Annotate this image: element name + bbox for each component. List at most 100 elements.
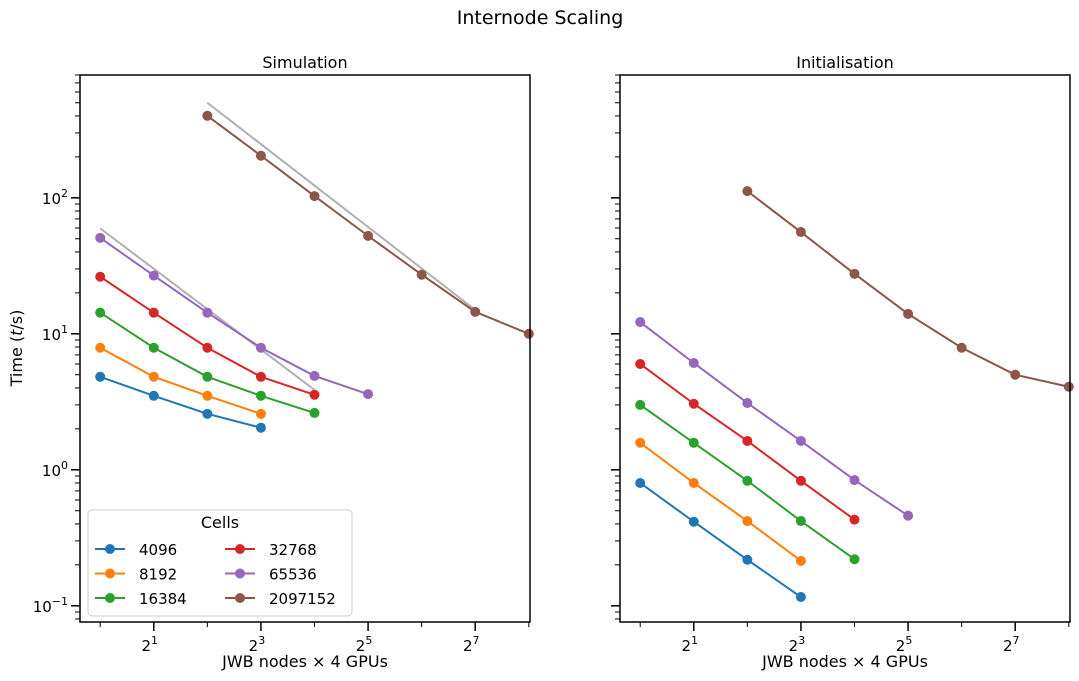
series-line-65536	[99, 236, 369, 396]
data-point-8192	[255, 408, 266, 419]
data-point-8192	[95, 342, 106, 353]
data-point-8192	[795, 555, 806, 566]
data-point-16384	[742, 475, 753, 486]
data-point-32768	[309, 389, 320, 400]
data-point-2097152	[795, 227, 806, 238]
series-line-8192	[639, 441, 802, 562]
data-point-65536	[148, 270, 159, 281]
series-line-2097152	[206, 114, 530, 335]
data-point-2097152	[309, 191, 320, 202]
data-point-2097152	[416, 269, 427, 280]
data-point-32768	[849, 514, 860, 525]
data-point-2097152	[742, 186, 753, 197]
data-point-65536	[688, 357, 699, 368]
data-point-2097152	[470, 306, 481, 317]
data-point-65536	[742, 397, 753, 408]
x-axis-label: JWB nodes × 4 GPUs	[761, 652, 928, 671]
axes-frame	[619, 74, 1071, 623]
data-point-16384	[95, 307, 106, 318]
data-point-2097152	[1010, 369, 1021, 380]
y-axis-label: Time (t/s)	[7, 310, 26, 388]
legend-label-32768: 32768	[269, 541, 317, 559]
data-point-16384	[255, 390, 266, 401]
data-point-65536	[849, 475, 860, 486]
data-point-65536	[255, 342, 266, 353]
data-point-65536	[363, 389, 374, 400]
data-point-4096	[795, 592, 806, 603]
legend-marker-8192	[105, 568, 115, 579]
x-tick-label: 27	[463, 634, 480, 655]
data-point-2097152	[255, 150, 266, 161]
data-point-4096	[635, 477, 646, 488]
data-point-65536	[202, 307, 213, 318]
data-point-16384	[148, 342, 159, 353]
data-point-4096	[202, 408, 213, 419]
legend-title: Cells	[201, 513, 239, 532]
y-tick-label: 102	[42, 187, 68, 208]
data-point-32768	[635, 358, 646, 369]
data-point-2097152	[1063, 381, 1074, 392]
data-point-4096	[148, 390, 159, 401]
x-tick-label: 21	[682, 634, 699, 655]
x-tick-label: 25	[896, 634, 913, 655]
data-point-4096	[255, 422, 266, 433]
x-tick-label: 25	[356, 634, 373, 655]
panel-title: Simulation	[262, 53, 347, 72]
x-tick-label: 21	[142, 634, 159, 655]
data-point-32768	[255, 371, 266, 382]
data-point-16384	[795, 516, 806, 527]
data-point-16384	[202, 371, 213, 382]
legend-label-8192: 8192	[139, 566, 177, 584]
legend-marker-65536	[235, 568, 245, 579]
series-line-4096	[639, 482, 802, 598]
series-line-65536	[639, 321, 909, 517]
y-tick-label: 100	[42, 459, 68, 480]
legend-marker-32768	[235, 544, 245, 554]
x-axis-label: JWB nodes × 4 GPUs	[221, 652, 388, 671]
data-point-65536	[795, 435, 806, 446]
data-point-8192	[688, 477, 699, 488]
legend-label-16384: 16384	[139, 590, 187, 608]
data-point-2097152	[523, 328, 534, 339]
legend-marker-4096	[105, 544, 115, 554]
legend-marker-2097152	[235, 593, 245, 603]
data-point-65536	[903, 510, 914, 521]
data-point-2097152	[903, 308, 914, 319]
data-point-16384	[309, 407, 320, 418]
data-point-32768	[742, 435, 753, 446]
series-line-4096	[99, 375, 262, 429]
data-point-4096	[742, 554, 753, 565]
data-point-2097152	[956, 342, 967, 353]
data-point-32768	[688, 398, 699, 409]
legend-label-65536: 65536	[269, 566, 317, 584]
data-point-65536	[95, 232, 106, 243]
legend: Cells 4096 8192 16384 32768 65536 2097152	[87, 509, 353, 617]
x-tick-label: 27	[1003, 634, 1020, 655]
legend-label-2097152: 2097152	[269, 590, 336, 608]
data-point-2097152	[202, 110, 213, 121]
data-point-32768	[202, 342, 213, 353]
data-point-65536	[635, 317, 646, 328]
data-point-8192	[635, 437, 646, 448]
series-line-2097152	[746, 190, 1070, 388]
legend-box	[87, 509, 353, 617]
data-point-8192	[742, 516, 753, 527]
data-point-4096	[688, 516, 699, 527]
legend-marker-16384	[105, 593, 115, 603]
x-tick-label: 23	[789, 634, 806, 655]
data-point-16384	[688, 437, 699, 448]
data-point-16384	[849, 554, 860, 565]
data-point-32768	[148, 307, 159, 318]
data-point-16384	[635, 399, 646, 410]
data-point-8192	[148, 371, 159, 382]
data-point-65536	[309, 370, 320, 381]
panel-title: Initialisation	[796, 53, 894, 72]
panel-initialisation: Initialisation 21 23 25 27 JWB nodes × 4 GPUs	[611, 53, 1074, 671]
axes-frame	[79, 74, 531, 623]
y-tick-label: 10−1	[33, 595, 68, 616]
figure-title: Internode Scaling	[457, 7, 624, 29]
data-point-32768	[95, 271, 106, 282]
x-tick-label: 23	[249, 634, 266, 655]
data-point-8192	[202, 390, 213, 401]
data-point-32768	[795, 475, 806, 486]
